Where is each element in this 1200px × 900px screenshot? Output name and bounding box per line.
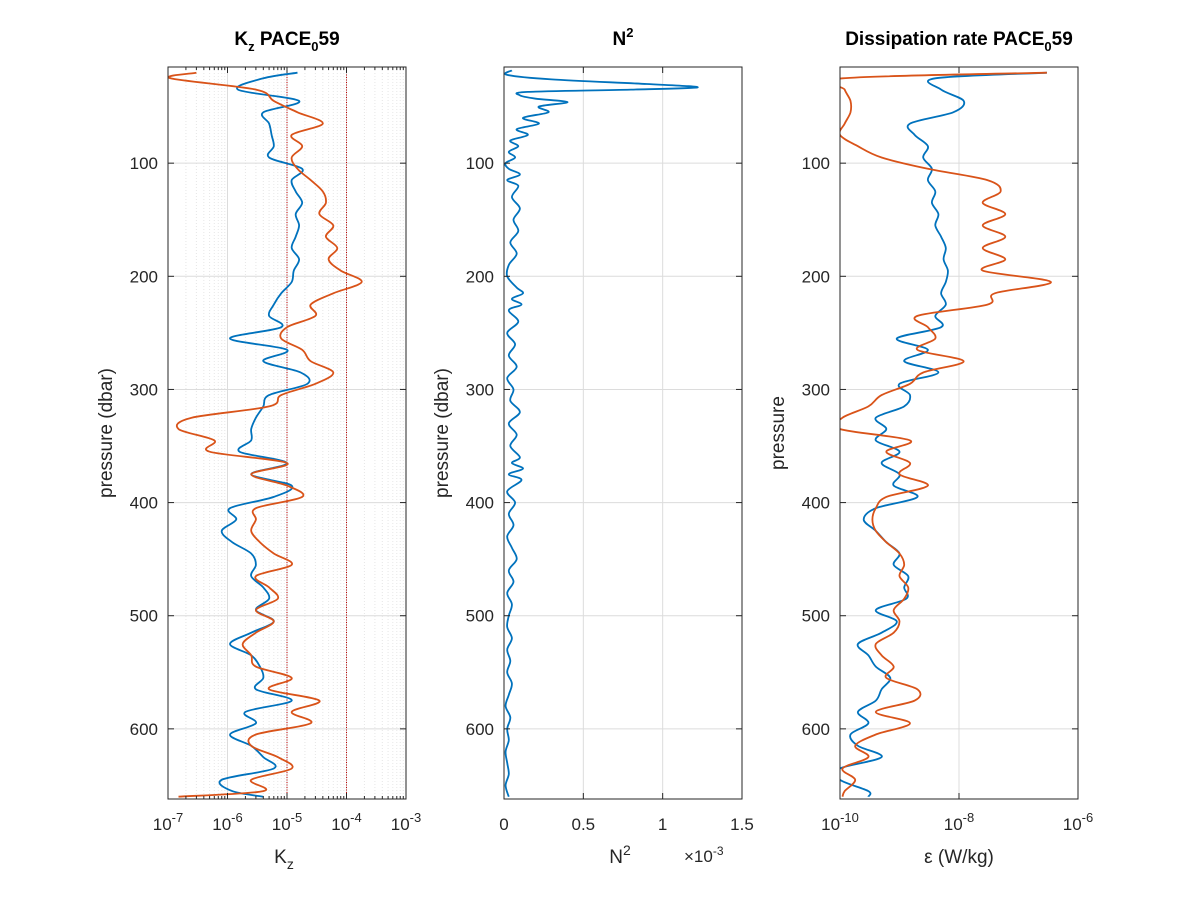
kz-x-tick-exp: -7	[172, 810, 184, 825]
n2-x-tick-label: 0.5	[572, 815, 596, 834]
eps-y-tick-label: 300	[802, 380, 830, 399]
eps-title-main: Dissipation rate PACE	[845, 29, 1044, 50]
kz-x-tick-base: 10	[391, 815, 410, 834]
eps-x-tick-label: 10-8	[944, 810, 974, 834]
n2-ticks: 0 0.5 1 1.5 100 200 300 400 500 600	[466, 67, 754, 834]
n2-ylabel: pressure (dbar)	[432, 368, 453, 498]
n2-x-tick-label: 1	[658, 815, 667, 834]
eps-xlabel: ε (W/kg)	[924, 847, 994, 868]
eps-y-tick-label: 200	[802, 267, 830, 286]
n2-title-main: N	[613, 29, 627, 50]
n2-y-tick-label: 600	[466, 720, 494, 739]
kz-title: Kz PACE059	[234, 29, 339, 54]
kz-title-sub2: 0	[311, 39, 318, 54]
n2-x-tick-label: 0	[499, 815, 508, 834]
kz-x-tick-label: 10-4	[331, 810, 361, 834]
kz-title-main: K	[234, 29, 248, 50]
n2-title-sup: 2	[626, 25, 633, 40]
kz-x-tick-base: 10	[331, 815, 350, 834]
kz-x-tick-label: 10-6	[212, 810, 242, 834]
kz-x-tick-label: 10-5	[272, 810, 302, 834]
kz-plot-area	[168, 67, 363, 799]
kz-xlabel-main: K	[274, 847, 287, 868]
kz-y-tick-label: 200	[130, 267, 158, 286]
kz-x-tick-base: 10	[212, 815, 231, 834]
kz-x-tick-exp: -6	[231, 810, 243, 825]
n2-x-tick-label: 1.5	[730, 815, 754, 834]
n2-y-tick-label: 300	[466, 380, 494, 399]
eps-x-tick-label: 10-10	[821, 810, 859, 834]
eps-x-tick-base: 10	[944, 815, 963, 834]
n2-x-multiplier-base: ×10	[684, 847, 713, 866]
kz-y-tick-label: 600	[130, 720, 158, 739]
kz-title-sub: z	[248, 39, 255, 54]
n2-x-multiplier: ×10-3	[684, 844, 724, 866]
eps-x-tick-base: 10	[821, 815, 840, 834]
eps-x-tick-exp: -8	[963, 810, 975, 825]
n2-xlabel-sup: 2	[623, 842, 631, 858]
kz-x-tick-label: 10-3	[391, 810, 421, 834]
eps-title: Dissipation rate PACE059	[845, 29, 1073, 54]
n2-xlabel-main: N	[609, 847, 623, 868]
kz-y-tick-label: 400	[130, 494, 158, 513]
n2-plot-area	[504, 69, 699, 798]
n2-title: N2	[613, 25, 634, 50]
kz-x-tick-base: 10	[272, 815, 291, 834]
eps-y-tick-label: 500	[802, 607, 830, 626]
kz-y-tick-label: 300	[130, 380, 158, 399]
n2-xlabel: N2	[609, 842, 631, 868]
eps-x-tick-exp: -10	[840, 810, 859, 825]
n2-x-multiplier-exp: -3	[713, 844, 724, 858]
eps-x-tick-label: 10-6	[1063, 810, 1093, 834]
kz-title-tail: 59	[319, 29, 340, 50]
eps-y-tick-label: 600	[802, 720, 830, 739]
kz-y-tick-label: 500	[130, 607, 158, 626]
kz-y-tick-label: 100	[130, 154, 158, 173]
kz-x-tick-label: 10-7	[153, 810, 183, 834]
eps-title-tail: 59	[1052, 29, 1073, 50]
n2-y-tick-label: 200	[466, 267, 494, 286]
kz-xlabel: Kz	[274, 847, 294, 872]
n2-series-1-line	[504, 69, 699, 798]
eps-x-tick-exp: -6	[1082, 810, 1094, 825]
kz-series-1-line	[218, 71, 311, 798]
eps-y-tick-label: 400	[802, 494, 830, 513]
n2-y-tick-label: 100	[466, 154, 494, 173]
eps-series-1-line	[840, 71, 1047, 798]
kz-ylabel: pressure (dbar)	[96, 368, 117, 498]
eps-title-sub: 0	[1044, 39, 1051, 54]
kz-x-tick-exp: -4	[350, 810, 362, 825]
kz-x-tick-exp: -5	[291, 810, 303, 825]
eps-x-tick-base: 10	[1063, 815, 1082, 834]
kz-series-2-line	[168, 71, 363, 798]
kz-xlabel-sub: z	[287, 856, 294, 872]
eps-ylabel: pressure	[768, 396, 789, 470]
kz-x-tick-exp: -3	[410, 810, 422, 825]
eps-y-tick-label: 100	[802, 154, 830, 173]
n2-y-tick-label: 400	[466, 494, 494, 513]
kz-x-tick-base: 10	[153, 815, 172, 834]
kz-grid	[167, 67, 407, 799]
n2-y-tick-label: 500	[466, 607, 494, 626]
kz-title-rest: PACE	[255, 29, 312, 50]
n2-axes-box	[503, 66, 743, 800]
